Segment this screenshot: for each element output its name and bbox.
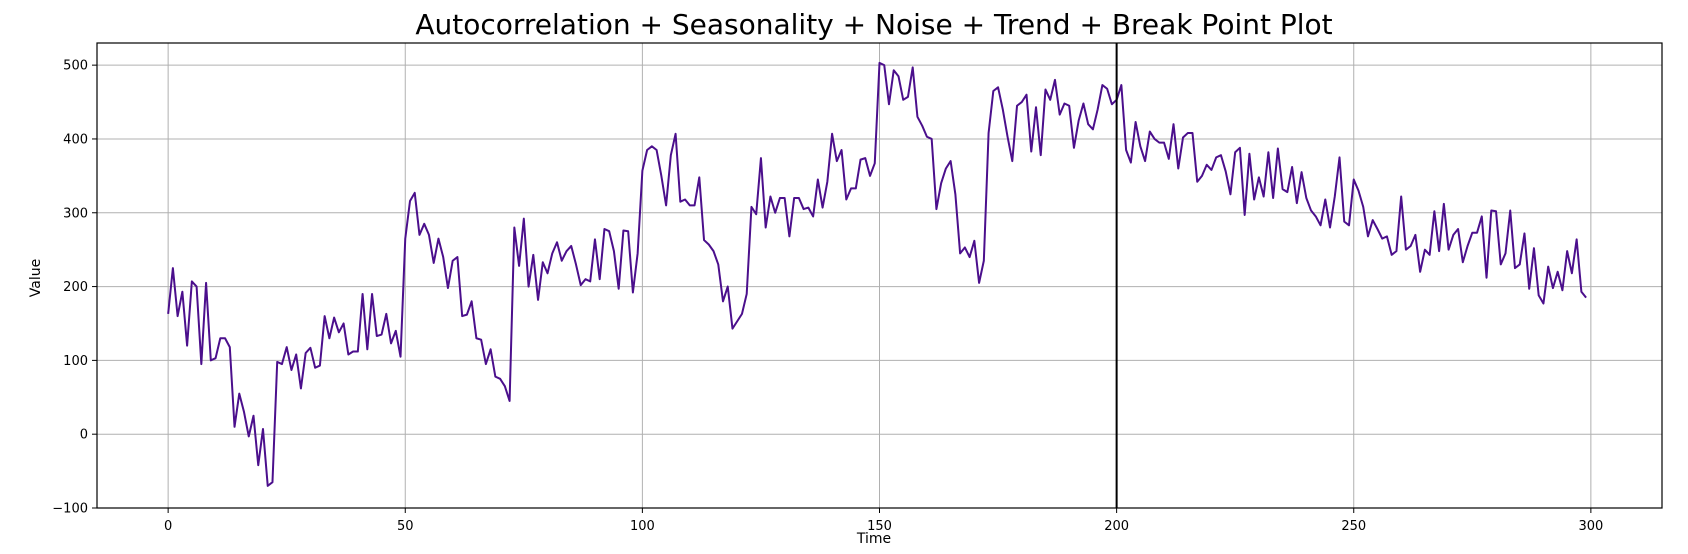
grid-layer [97, 43, 1662, 509]
chart-title: Autocorrelation + Seasonality + Noise + … [415, 8, 1332, 41]
series-line [167, 61, 1587, 487]
y-tick-label: 400 [63, 132, 88, 147]
x-tick-label: 300 [1578, 519, 1603, 534]
x-axis-ticks: 0 50 100 150 200 250 300 [164, 508, 1603, 534]
x-tick-label: 50 [397, 519, 414, 534]
x-tick-label: 0 [164, 519, 172, 534]
y-tick-label: 100 [63, 354, 88, 369]
y-axis-label: Value [28, 259, 44, 297]
y-tick-label: 500 [63, 59, 88, 74]
y-tick-label: −100 [52, 502, 88, 517]
series-layer [167, 61, 1587, 487]
x-axis-label: Time [856, 531, 891, 547]
x-tick-label: 250 [1341, 519, 1366, 534]
y-axis-ticks: −100 0 100 200 300 400 500 [52, 59, 97, 517]
x-tick-label: 100 [630, 519, 655, 534]
x-tick-label: 200 [1104, 519, 1129, 534]
y-tick-label: 300 [63, 206, 88, 221]
y-tick-label: 0 [80, 428, 88, 443]
y-tick-label: 200 [63, 280, 88, 295]
x-tick-label: 150 [867, 519, 892, 534]
